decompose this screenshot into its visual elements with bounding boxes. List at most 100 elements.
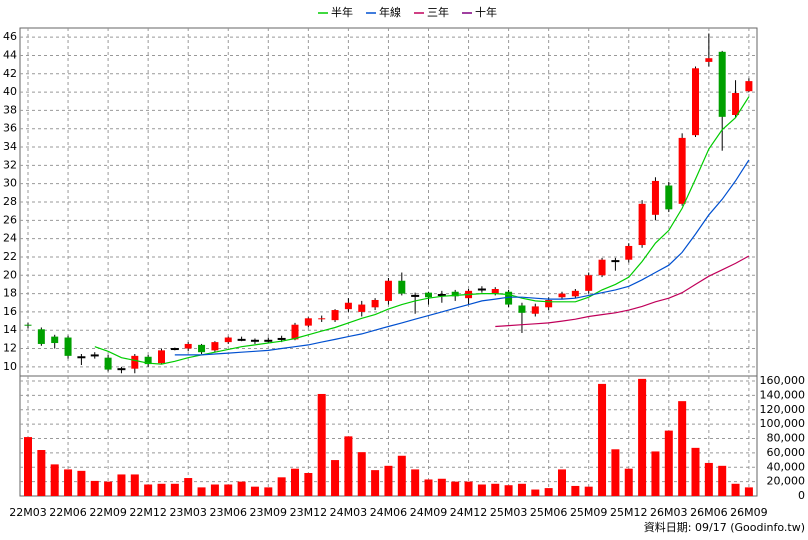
x-tick-label: 25M12 (610, 506, 648, 519)
candle-body (558, 293, 566, 298)
candle-body (745, 81, 753, 92)
volume-bar (317, 393, 326, 496)
volume-bar (50, 464, 59, 496)
x-tick-label: 23M12 (290, 506, 328, 519)
x-tick-label: 26M06 (690, 506, 728, 519)
volume-bar (571, 485, 580, 496)
volume-bar (77, 470, 86, 496)
volume-bar (531, 489, 540, 496)
volume-bar (291, 468, 299, 496)
volume-bar (664, 430, 673, 496)
volume-bar (384, 465, 393, 496)
legend-label: 十年 (475, 5, 497, 19)
volume-bar (451, 481, 460, 496)
volume-bar (344, 436, 353, 496)
candle-body (264, 339, 273, 342)
y-tick-label: 46 (3, 30, 17, 43)
volume-bar (357, 452, 366, 496)
candle-body (705, 58, 713, 62)
y-tick-label: 26 (3, 213, 17, 226)
x-tick-label: 26M03 (650, 506, 688, 519)
x-tick-label: 25M09 (570, 506, 608, 519)
volume-bar (477, 484, 486, 496)
candle-body (638, 203, 646, 246)
candle-body (170, 348, 179, 351)
candle-body (318, 318, 326, 320)
volume-bar (544, 488, 553, 496)
candle-body (117, 368, 126, 371)
y-tick-label: 10 (3, 360, 17, 373)
candle-body (398, 280, 406, 294)
y-tick-label: 20 (3, 268, 17, 281)
volume-bar (437, 478, 446, 496)
x-tick-label: 23M09 (250, 506, 288, 519)
ma-line (495, 255, 750, 328)
candle-body (384, 280, 392, 301)
volume-bar (250, 486, 259, 496)
volume-bar (304, 473, 313, 496)
volume-bar (157, 483, 166, 496)
y-tick-label: 16 (3, 305, 17, 318)
volume-bar (611, 449, 620, 496)
volume-bar (64, 469, 73, 496)
candle-body (291, 324, 299, 340)
volume-bar (517, 483, 526, 496)
candle-body (224, 337, 232, 343)
y-tick-label: 44 (3, 48, 17, 61)
x-tick-label: 24M09 (410, 506, 448, 519)
candle-body (505, 291, 513, 305)
volume-bar (104, 481, 113, 496)
volume-bar (264, 487, 273, 496)
volume-bar (491, 483, 500, 496)
candle-body (90, 354, 99, 357)
x-tick-label: 23M06 (210, 506, 248, 519)
candle-body (51, 336, 59, 344)
ma-line (94, 96, 750, 365)
y-tick-label: 18 (3, 287, 17, 300)
x-tick-label: 22M09 (89, 506, 127, 519)
candle-body (104, 357, 112, 370)
candle-body (665, 185, 673, 210)
candle-body (304, 318, 312, 326)
y-tick-label: 14 (3, 323, 17, 336)
volume-bar (504, 485, 513, 496)
x-tick-label: 22M06 (49, 506, 87, 519)
candle-body (718, 51, 726, 117)
y-tick-label: 42 (3, 67, 17, 80)
candle-body (277, 337, 286, 340)
candle-body (518, 305, 526, 313)
y-tick-label: 12 (3, 342, 17, 355)
volume-bar (731, 483, 740, 496)
legend-label: 年線 (379, 5, 401, 19)
candle-body (371, 299, 379, 308)
volume-bar (371, 470, 380, 496)
candle-body (425, 292, 432, 298)
legend-label: 三年 (427, 5, 449, 19)
volume-bar (130, 474, 139, 496)
candle-body (491, 289, 499, 294)
candle-body (451, 291, 459, 297)
y2-tick-label: 160,000 (760, 374, 806, 387)
volume-bar (197, 487, 206, 496)
candle-body (732, 93, 740, 115)
volume-bar (638, 378, 647, 496)
footer-note: 資料日期: 09/17 (Goodinfo.tw) (644, 520, 805, 534)
x-tick-label: 25M03 (490, 506, 528, 519)
candle-body (477, 288, 486, 291)
volume-bar (24, 437, 32, 496)
x-tick-label: 24M03 (330, 506, 368, 519)
y2-tick-label: 80,000 (767, 432, 806, 445)
volume-bar (598, 383, 607, 496)
volume-bar (117, 474, 126, 496)
volume-bar (90, 480, 99, 496)
y-tick-label: 22 (3, 250, 17, 263)
y-tick-label: 28 (3, 195, 17, 208)
candle-body (64, 337, 72, 356)
y2-tick-label: 140,000 (760, 388, 806, 401)
y-tick-label: 38 (3, 103, 17, 116)
x-tick-label: 25M06 (530, 506, 568, 519)
candle-body (344, 302, 352, 310)
x-tick-label: 24M06 (370, 506, 408, 519)
candle-body (77, 356, 86, 359)
y-tick-label: 36 (3, 122, 17, 135)
